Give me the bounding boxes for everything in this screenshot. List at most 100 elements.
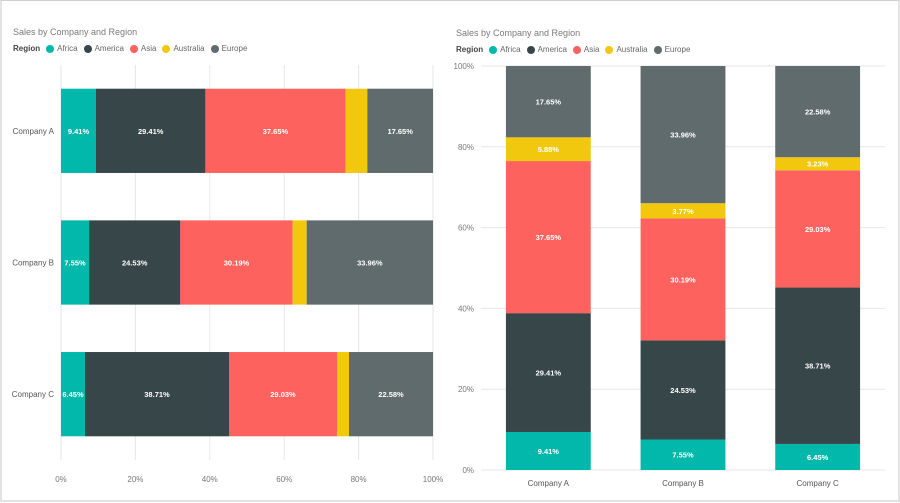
column-segment-europe[interactable]: [775, 66, 861, 158]
data-label: 37.65%: [263, 127, 289, 136]
column-segment-europe[interactable]: [640, 66, 726, 204]
data-label: 24.53%: [122, 259, 148, 268]
legend-label: Europe: [221, 44, 248, 53]
column-segment-america[interactable]: [505, 313, 591, 432]
legend-dot-icon: [489, 45, 498, 54]
left-legend-title: Region: [13, 44, 41, 53]
bar-segment-africa[interactable]: [61, 88, 97, 173]
data-label: 30.19%: [224, 259, 250, 268]
legend-dot-icon: [46, 44, 55, 53]
right-legend-title: Region: [456, 45, 484, 54]
data-label: 29.03%: [805, 225, 831, 234]
legend-dot-icon: [83, 44, 92, 53]
column-segment-australia[interactable]: [775, 157, 861, 171]
data-label: 29.41%: [138, 127, 164, 136]
bar-segment-europe[interactable]: [367, 88, 433, 173]
y-axis-category-label: Company C: [12, 390, 54, 399]
column-segment-asia[interactable]: [775, 170, 861, 288]
x-axis-category-label: Company C: [797, 479, 839, 488]
column-segment-asia[interactable]: [640, 218, 726, 341]
legend-label: Africa: [57, 44, 78, 53]
data-label: 33.96%: [670, 131, 696, 140]
right-chart-title: Sales by Company and Region: [456, 28, 581, 38]
bar-segment-europe[interactable]: [306, 220, 433, 305]
left-chart-plot[interactable]: 0% 20% 40% 60% 80% 100% Company A 9.41% 29.41% 37…: [0, 0, 445, 500]
x-axis-category-label: Company A: [528, 479, 570, 488]
data-label: 7.55%: [672, 451, 694, 460]
data-label: 7.55%: [64, 259, 86, 268]
left-legend-item-australia[interactable]: Australia: [162, 44, 205, 53]
column-segment-asia[interactable]: [505, 161, 591, 314]
left-legend-item-asia[interactable]: Asia: [129, 44, 157, 53]
y-axis-tick-label: 60%: [458, 224, 474, 233]
bar-segment-australia[interactable]: [345, 88, 368, 173]
bar-segment-asia[interactable]: [228, 352, 337, 437]
bar-segment-america[interactable]: [96, 88, 206, 173]
data-label: 29.03%: [270, 390, 296, 399]
x-axis-tick-label: 0%: [55, 475, 67, 484]
bar-segment-africa[interactable]: [61, 352, 85, 437]
bar-segment-europe[interactable]: [349, 352, 433, 437]
legend-label: Asia: [583, 45, 600, 54]
right-chart-plot[interactable]: 0% 20% 40% 60% 80% 100% Company A 9.41% 29.41% 37…: [445, 0, 900, 500]
legend-label: America: [94, 44, 124, 53]
bar-segment-africa[interactable]: [61, 220, 90, 305]
right-legend-item-europe[interactable]: Europe: [653, 45, 691, 54]
bar-segment-asia[interactable]: [205, 88, 346, 173]
data-label: 22.58%: [378, 390, 404, 399]
right-legend-item-america[interactable]: America: [526, 45, 567, 54]
legend-label: Australia: [173, 44, 205, 53]
legend-dot-icon: [605, 45, 614, 54]
y-axis-tick-label: 80%: [458, 143, 474, 152]
column-segment-australia[interactable]: [505, 137, 591, 162]
data-label: 38.71%: [144, 390, 170, 399]
data-label: 5.88%: [538, 145, 560, 154]
legend-dot-icon: [653, 45, 662, 54]
data-label: 9.41%: [68, 127, 90, 136]
data-label: 24.53%: [670, 386, 696, 395]
legend-label: America: [537, 45, 567, 54]
x-axis-tick-label: 20%: [127, 475, 143, 484]
column-segment-europe[interactable]: [505, 66, 591, 138]
left-legend-item-america[interactable]: America: [83, 44, 124, 53]
legend-label: Asia: [140, 44, 157, 53]
data-label: 3.77%: [672, 207, 694, 216]
data-label: 33.96%: [357, 259, 383, 268]
x-axis-category-label: Company B: [662, 479, 704, 488]
left-chart-panel[interactable]: Sales by Company and Region Region Afric…: [0, 0, 445, 500]
legend-label: Australia: [616, 45, 648, 54]
legend-dot-icon: [526, 45, 535, 54]
data-label: 17.65%: [536, 98, 562, 107]
data-label: 37.65%: [536, 233, 562, 242]
bar-segment-america[interactable]: [89, 220, 181, 305]
legend-dot-icon: [162, 44, 171, 53]
left-chart-legend: Region Africa America Asia Australia Eur…: [13, 44, 253, 53]
x-axis-tick-label: 40%: [202, 475, 218, 484]
right-legend-item-asia[interactable]: Asia: [572, 45, 600, 54]
bar-segment-asia[interactable]: [180, 220, 293, 305]
column-segment-africa[interactable]: [640, 439, 726, 470]
data-label: 6.45%: [62, 390, 84, 399]
column-segment-africa[interactable]: [505, 431, 591, 470]
legend-dot-icon: [210, 44, 219, 53]
left-legend-item-europe[interactable]: Europe: [210, 44, 248, 53]
y-axis-tick-label: 20%: [458, 385, 474, 394]
y-axis-tick-label: 40%: [458, 304, 474, 313]
bar-segment-australia[interactable]: [336, 352, 350, 437]
column-segment-america[interactable]: [775, 287, 861, 444]
legend-label: Europe: [664, 45, 691, 54]
right-legend-item-australia[interactable]: Australia: [605, 45, 648, 54]
left-legend-item-africa[interactable]: Africa: [46, 44, 78, 53]
x-axis-tick-label: 60%: [276, 475, 292, 484]
bar-segment-australia[interactable]: [292, 220, 307, 305]
bar-segment-america[interactable]: [84, 352, 229, 437]
column-segment-africa[interactable]: [775, 443, 861, 470]
right-legend-item-africa[interactable]: Africa: [489, 45, 521, 54]
left-chart-title: Sales by Company and Region: [13, 27, 138, 37]
data-label: 17.65%: [387, 127, 413, 136]
column-segment-america[interactable]: [640, 340, 726, 440]
column-segment-australia[interactable]: [640, 203, 726, 219]
right-chart-panel[interactable]: Sales by Company and Region Region Afric…: [445, 0, 900, 500]
legend-dot-icon: [572, 45, 581, 54]
